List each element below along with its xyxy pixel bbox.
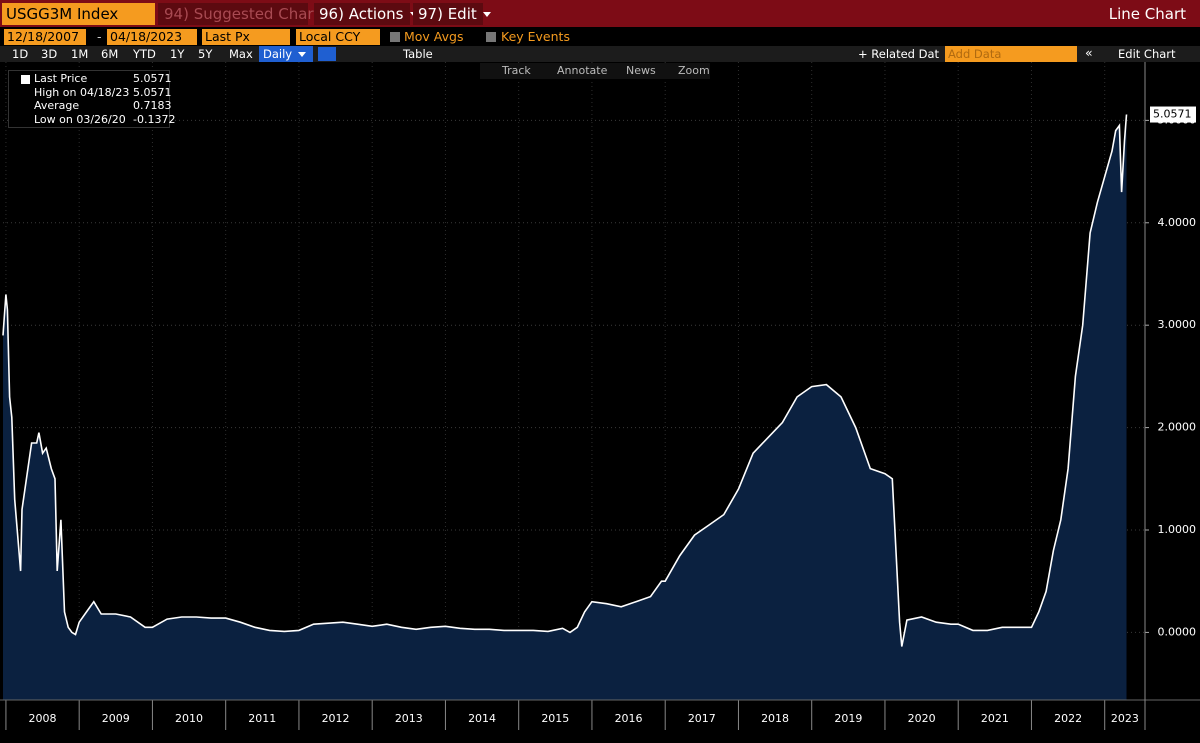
x-tick-label: 2020 (908, 712, 936, 725)
x-tick-label: 2010 (175, 712, 203, 725)
x-tick-label: 2013 (395, 712, 423, 725)
period-button[interactable]: 5Y (198, 47, 213, 61)
checkbox[interactable] (486, 32, 496, 42)
mov-avgs[interactable]: Mov Avgs (404, 29, 464, 44)
x-tick-label: 2021 (981, 712, 1009, 725)
frequency-label: Daily (263, 47, 293, 61)
ticker[interactable]: USGG3M Index (2, 3, 155, 25)
x-tick-label: 2015 (541, 712, 569, 725)
legend-label: Last Price (34, 72, 88, 85)
add-data[interactable]: Add Data (945, 46, 1077, 62)
actions-label: 96) Actions (319, 5, 404, 23)
last-price-box (1150, 106, 1196, 123)
chart-type-icon[interactable] (318, 47, 336, 61)
legend-swatch (21, 75, 30, 84)
field-select[interactable]: Last Px (202, 29, 290, 45)
table-button[interactable]: Table (403, 47, 433, 61)
period-button[interactable]: 1D (12, 47, 29, 61)
x-tick-label: 2022 (1054, 712, 1082, 725)
y-tick-label: 3.0000 (1158, 318, 1197, 331)
legend-value: 5.0571 (133, 85, 172, 99)
y-tick-label: 0.0000 (1158, 625, 1197, 638)
collapse-button[interactable]: « (1085, 45, 1093, 60)
edit-label: 97) Edit (418, 5, 477, 23)
y-tick-label: 1.0000 (1158, 523, 1197, 536)
period-button[interactable]: 3D (41, 47, 58, 61)
related-data[interactable]: + Related Dat (858, 47, 940, 61)
key-events[interactable]: Key Events (501, 29, 570, 44)
date-separator: - (97, 29, 102, 44)
last-price-label: 5.0571 (1153, 108, 1192, 121)
y-tick-label: 4.0000 (1158, 216, 1197, 229)
checkbox[interactable] (390, 32, 400, 42)
dropdown-arrow (298, 52, 307, 57)
period-button[interactable]: YTD (133, 47, 156, 61)
y-tick-label: 2.0000 (1158, 421, 1197, 434)
chart-tool[interactable]: Track (502, 64, 531, 77)
legend-label: Low on 03/26/20 (34, 112, 126, 126)
edit-chart[interactable]: Edit Chart (1118, 47, 1176, 61)
legend-panel: Last Price 5.0571 High on 04/18/23 5.0571 Av… (8, 70, 175, 128)
start-date[interactable]: 12/18/2007 (4, 29, 86, 45)
x-tick-label: 2012 (322, 712, 350, 725)
x-tick-label: 2019 (834, 712, 862, 725)
x-tick-label: 2023 (1111, 712, 1139, 725)
legend-label: High on 04/18/23 (34, 85, 130, 99)
suggested-charts[interactable]: 94) Suggested Charts (158, 3, 327, 25)
chart-tool[interactable]: News (626, 64, 656, 77)
period-button[interactable]: Max (229, 47, 253, 61)
chart-tools: Track Annotate News Zoom (480, 63, 710, 79)
end-date[interactable]: 04/18/2023 (107, 29, 197, 45)
x-tick-label: 2008 (29, 712, 57, 725)
x-tick-label: 2016 (615, 712, 643, 725)
x-tick-label: 2009 (102, 712, 130, 725)
edit-button[interactable]: 97) Edit (413, 3, 491, 25)
area (3, 114, 1127, 700)
dropdown-arrow (482, 12, 491, 17)
actions-button[interactable]: 96) Actions (314, 3, 418, 25)
chart-tool[interactable]: Annotate (557, 64, 608, 77)
view-name: Line Chart (1108, 5, 1186, 23)
period-button[interactable]: 1Y (170, 47, 185, 61)
x-tick-label: 2011 (248, 712, 276, 725)
legend-value: 5.0571 (133, 72, 172, 85)
legend-value: 0.7183 (133, 99, 172, 112)
frequency-select[interactable]: Daily (259, 46, 313, 62)
x-tick-label: 2018 (761, 712, 789, 725)
period-button[interactable]: 6M (101, 47, 119, 61)
period-button[interactable]: 1M (71, 47, 89, 61)
x-tick-label: 2017 (688, 712, 716, 725)
line (2, 114, 1128, 647)
currency-select[interactable]: Local CCY (296, 29, 380, 45)
legend-value: -0.1372 (133, 112, 176, 126)
legend-label: Average (34, 99, 80, 112)
chart-tool[interactable]: Zoom (678, 64, 710, 77)
x-tick-label: 2014 (468, 712, 496, 725)
